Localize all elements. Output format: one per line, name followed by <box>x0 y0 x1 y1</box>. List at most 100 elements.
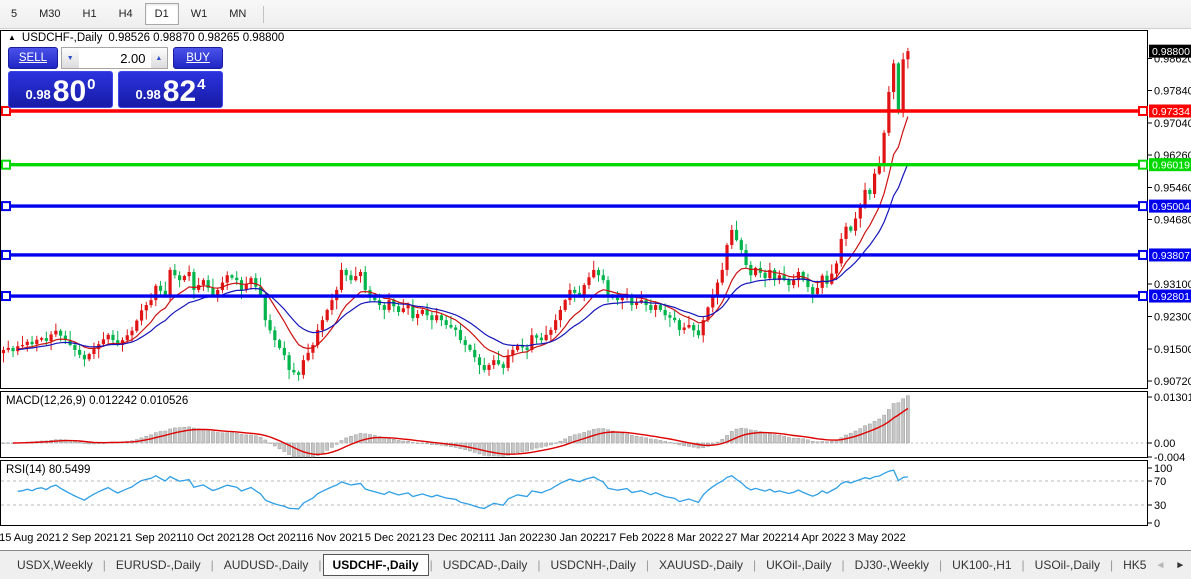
line-anchor-marker[interactable] <box>1138 159 1148 170</box>
chart-canvas[interactable]: 0.986200.978400.970400.962600.954600.946… <box>0 29 1191 550</box>
tab-eurusd-daily[interactable]: EURUSD-,Daily <box>115 558 201 572</box>
timeframe-button-h4[interactable]: H4 <box>118 8 133 20</box>
tab-separator: | <box>537 558 541 572</box>
sell-button-label: SELL <box>18 52 48 64</box>
line-anchor-marker[interactable] <box>1 106 11 116</box>
toolbar-separator <box>263 5 265 23</box>
date-tick-label: 21 Sep 2021 <box>120 532 182 544</box>
chevron-down-icon: ▼ <box>66 54 74 62</box>
chart-symbol-label: USDCHF-,Daily <box>21 32 103 44</box>
macd-histogram <box>1 395 910 458</box>
tab-usdchf-daily[interactable]: USDCHF-,Daily <box>322 554 429 576</box>
tab-audusd-daily[interactable]: AUDUSD-,Daily <box>223 558 309 572</box>
bid-price-pip-digit: 0 <box>87 76 96 93</box>
rsi-line <box>17 469 908 510</box>
rsi-tick-label: 100 <box>1154 463 1172 475</box>
tab-separator: | <box>210 558 214 572</box>
line-anchor-marker[interactable] <box>1138 106 1148 116</box>
date-tick-label: 11 Jan 2022 <box>484 532 544 544</box>
line-anchor-marker[interactable] <box>1138 249 1148 260</box>
date-tick-label: 30 Jan 2022 <box>544 532 605 544</box>
volume-input[interactable] <box>78 47 151 69</box>
tab-separator: | <box>429 558 433 572</box>
rsi-tick-label: 0 <box>1154 518 1160 530</box>
line-anchor-marker[interactable] <box>1138 201 1148 212</box>
current-price-badge-label: 0.98800 <box>1152 46 1190 58</box>
timeframe-button-h1[interactable]: H1 <box>82 8 97 20</box>
macd-tick-label: -0.004 <box>1154 452 1185 464</box>
macd-indicator-label: MACD(12,26,9) 0.012242 0.010526 <box>6 395 188 407</box>
buy-button[interactable]: BUY <box>173 47 223 69</box>
sell-button[interactable]: SELL <box>8 47 58 69</box>
level-price-badge <box>1149 104 1191 118</box>
price-level-lines <box>1 106 1148 302</box>
macd-panel-frame <box>0 391 1148 458</box>
level-price-badge <box>1149 199 1191 213</box>
tab-separator: | <box>752 558 757 572</box>
macd-signal-line <box>12 407 909 456</box>
tabs-scroll-left-icon[interactable]: ◄ <box>1155 559 1166 571</box>
date-tick-label: 5 Dec 2021 <box>365 532 421 544</box>
timeframe-button-d1[interactable]: D1 <box>144 3 179 25</box>
bid-price-big-digits: 80 <box>52 75 87 108</box>
timeframe-button-5[interactable]: 5 <box>11 8 18 20</box>
date-tick-label: 10 Oct 2021 <box>182 532 242 544</box>
tab-usdcad-daily[interactable]: USDCAD-,Daily <box>442 558 528 572</box>
tab-ukoil-daily[interactable]: UKOil-,Daily <box>766 558 832 572</box>
chart-ohlc-label: 0.98526 0.98870 0.98265 0.98800 <box>108 32 285 44</box>
level-price-badge-label: 0.92801 <box>1152 291 1190 303</box>
volume-increase-button[interactable]: ▲ <box>150 47 169 69</box>
line-anchor-marker[interactable] <box>1 249 11 260</box>
ma-slow-line <box>17 163 909 351</box>
tab-dj30-weekly[interactable]: DJ30-,Weekly <box>854 558 930 572</box>
tab-separator: | <box>102 558 106 572</box>
tab-separator: | <box>1110 558 1114 572</box>
tab-hk5[interactable]: HK5 <box>1123 558 1147 572</box>
level-price-badge-label: 0.95004 <box>1152 201 1190 213</box>
rsi-indicator-label: RSI(14) 80.5499 <box>6 464 90 476</box>
rsi-panel-frame <box>0 460 1148 526</box>
collapse-panel-icon[interactable]: ▲ <box>8 32 16 42</box>
tabs-scroll-right-icon[interactable]: ► <box>1175 559 1186 571</box>
tab-usdx-weekly[interactable]: USDX,Weekly <box>17 558 93 572</box>
macd-scale: 0.013015 0.00 -0.004 <box>1148 392 1191 464</box>
one-click-trading-widget: SELL ▼ ▲ BUY 0.98 80 0 0.98 82 4 <box>8 47 223 108</box>
level-price-badge <box>1149 158 1191 172</box>
line-anchor-marker[interactable] <box>1138 291 1148 302</box>
price-tick-label: 0.93100 <box>1154 279 1191 291</box>
tab-usoil-daily[interactable]: USOil-,Daily <box>1034 558 1101 572</box>
macd-tick-label: 0.013015 <box>1154 392 1191 404</box>
date-tick-label: 28 Oct 2021 <box>242 532 302 544</box>
tab-separator: | <box>841 558 845 572</box>
price-tick-label: 0.94680 <box>1154 214 1191 226</box>
timeframe-button-m30[interactable]: M30 <box>39 8 61 20</box>
timeframe-button-w1[interactable]: W1 <box>190 8 208 20</box>
date-tick-label: 14 Apr 2022 <box>787 532 846 544</box>
ask-price-panel[interactable]: 0.98 82 4 <box>118 71 223 108</box>
tab-scroll-controls: ◄ ► <box>1155 560 1185 571</box>
level-price-badge-label: 0.97334 <box>1152 106 1190 118</box>
ask-price-pip-digit: 4 <box>197 76 206 93</box>
timeframe-button-mn[interactable]: MN <box>229 8 247 20</box>
line-anchor-marker[interactable] <box>1 159 11 170</box>
level-price-badge-label: 0.96019 <box>1152 160 1190 172</box>
price-tick-label: 0.90720 <box>1154 376 1191 388</box>
volume-decrease-button[interactable]: ▼ <box>60 47 79 69</box>
tab-usdcnh-daily[interactable]: USDCNH-,Daily <box>550 558 636 572</box>
tab-uk100-h1[interactable]: UK100-,H1 <box>952 558 1012 572</box>
tab-xauusd-daily[interactable]: XAUUSD-,Daily <box>658 558 743 572</box>
price-tick-label: 0.97040 <box>1154 118 1191 130</box>
tab-separator: | <box>318 558 322 572</box>
timeframe-toolbar: 5 M30 H1 H4 D1 W1 MN <box>0 0 1191 29</box>
chart-title: ▲ USDCHF-,Daily 0.98526 0.98870 0.98265 … <box>8 32 284 44</box>
line-anchor-marker[interactable] <box>1 291 11 302</box>
date-tick-label: 17 Feb 2022 <box>604 532 666 544</box>
chart-tabs-bar: USDX,Weekly | EURUSD-,Daily | AUDUSD-,Daily |… <box>0 550 1191 579</box>
ask-price-big-digits: 82 <box>162 75 197 108</box>
price-tick-label: 0.91500 <box>1154 344 1191 356</box>
time-scale: 15 Aug 2021 2 Sep 2021 21 Sep 2021 10 Oct 2… <box>0 532 906 544</box>
level-price-badge-label: 0.93807 <box>1152 250 1190 262</box>
line-anchor-marker[interactable] <box>1 201 11 212</box>
bid-price-panel[interactable]: 0.98 80 0 <box>8 71 113 108</box>
